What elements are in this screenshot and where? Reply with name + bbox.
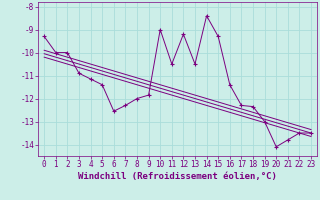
X-axis label: Windchill (Refroidissement éolien,°C): Windchill (Refroidissement éolien,°C) [78,172,277,181]
